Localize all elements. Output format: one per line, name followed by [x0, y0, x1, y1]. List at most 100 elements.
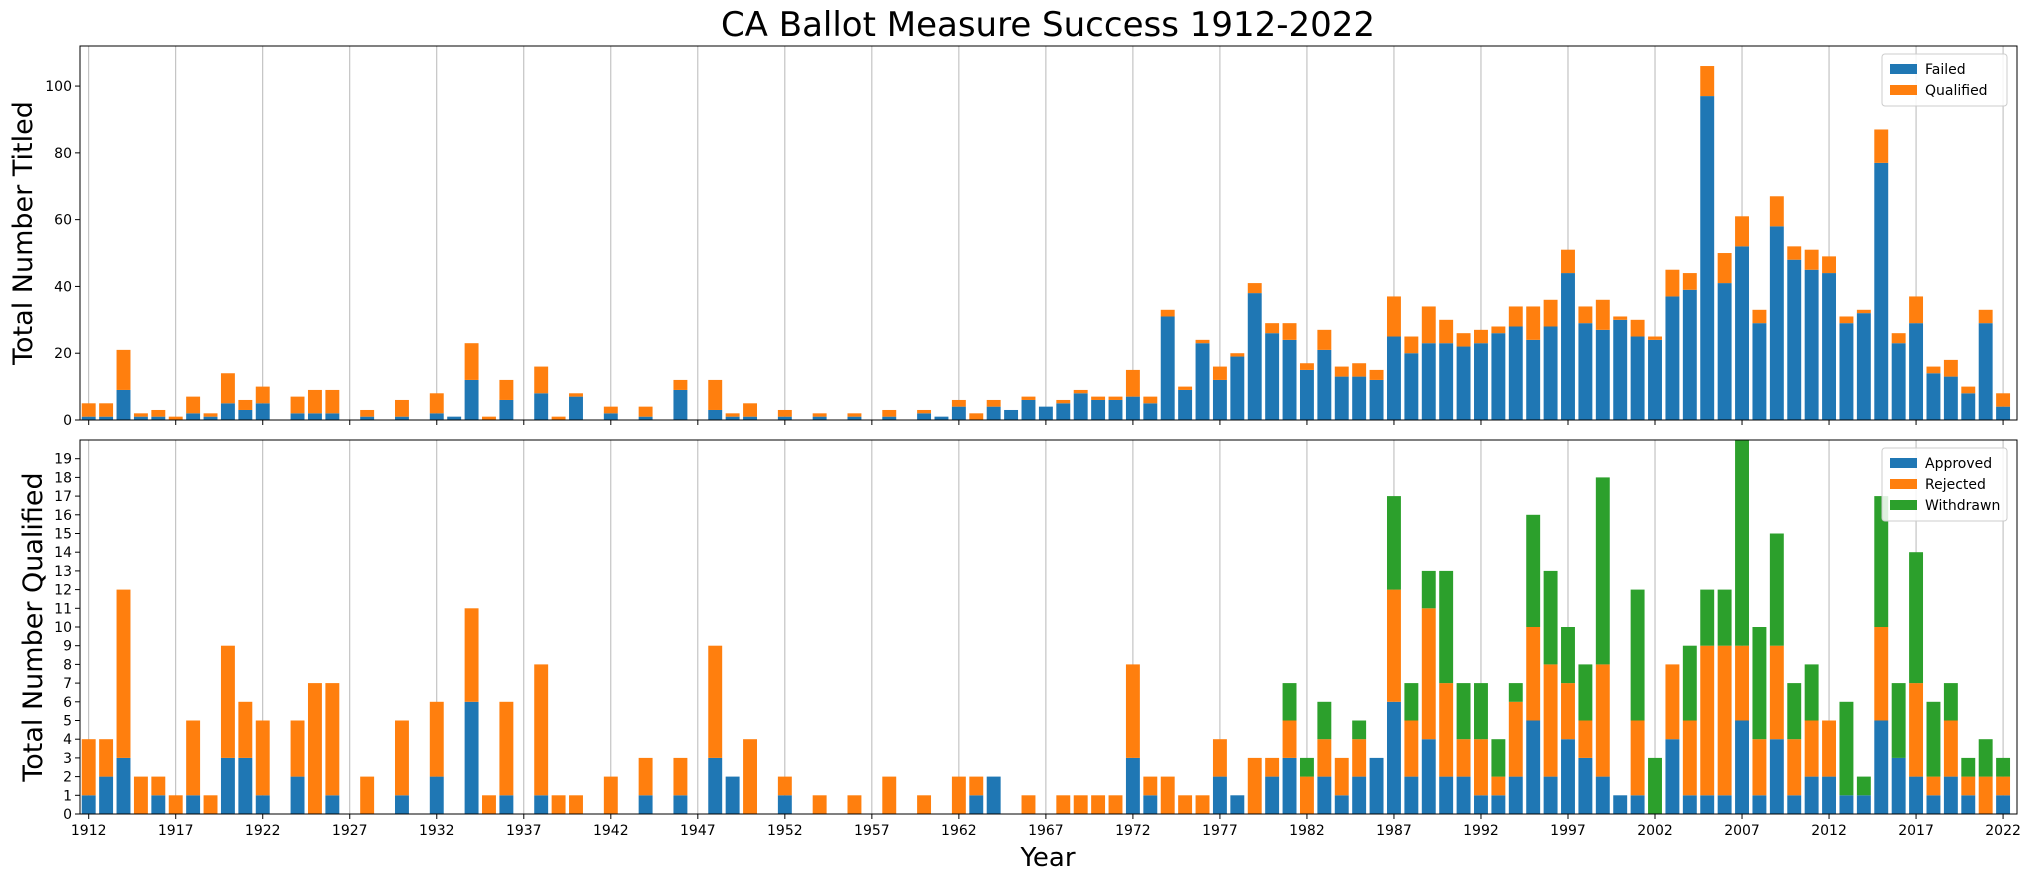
- bar-failed: [1508, 326, 1523, 420]
- bar-qualified: [151, 409, 166, 417]
- bar-failed: [81, 416, 96, 420]
- bar-failed: [1978, 323, 1993, 420]
- y-tick-label: 10: [54, 620, 72, 636]
- bar-failed: [1561, 273, 1575, 420]
- bar-qualified: [395, 399, 409, 417]
- bar-qualified: [238, 399, 253, 410]
- bar-rejected: [1108, 795, 1123, 814]
- bar-rejected: [638, 757, 653, 796]
- bar-qualified: [81, 403, 96, 417]
- bar-failed: [1856, 313, 1871, 420]
- x-tick-label: 1967: [1028, 823, 1064, 839]
- bar-rejected: [1561, 683, 1575, 740]
- bar-qualified: [708, 379, 723, 410]
- x-tick-label: 1972: [1115, 823, 1151, 839]
- bar-qualified: [1491, 326, 1506, 334]
- bar-approved: [1439, 776, 1454, 814]
- bar-approved: [1752, 795, 1767, 814]
- bar-failed: [708, 409, 723, 420]
- bar-rejected: [290, 720, 305, 777]
- bar-rejected: [220, 645, 235, 758]
- bar-approved: [1839, 795, 1854, 814]
- bar-approved: [1404, 776, 1419, 814]
- bar-failed: [1439, 343, 1454, 420]
- legend: Approved Rejected Withdrawn: [1881, 447, 2008, 522]
- top-panel-titled: 0 20 40 60 80 100 Total Number Titled Failed Qua…: [8, 45, 2018, 429]
- bar-failed: [812, 416, 827, 420]
- bar-approved: [116, 757, 131, 814]
- bar-withdrawn: [1926, 701, 1941, 777]
- bar-rejected: [603, 776, 618, 814]
- bar-approved: [1352, 776, 1367, 814]
- bar-withdrawn: [1717, 589, 1732, 646]
- bar-qualified: [1143, 396, 1158, 404]
- y-tick-label: 40: [54, 279, 72, 295]
- bar-qualified: [882, 409, 897, 417]
- bar-failed: [1682, 289, 1697, 420]
- bar-rejected: [429, 701, 444, 777]
- bar-approved: [499, 795, 514, 814]
- bar-approved: [1386, 701, 1401, 814]
- bar-qualified: [1282, 323, 1297, 340]
- bar-approved: [1421, 739, 1436, 814]
- bar-failed: [1961, 393, 1976, 420]
- bar-qualified: [1247, 283, 1262, 294]
- bar-approved: [1578, 757, 1593, 814]
- bar-withdrawn: [1595, 477, 1610, 665]
- bar-withdrawn: [1787, 683, 1802, 740]
- bar-rejected: [1630, 720, 1645, 796]
- bar-qualified: [1682, 273, 1697, 290]
- x-tick-label: 2002: [1637, 823, 1673, 839]
- bar-failed: [917, 413, 932, 420]
- legend-swatch: [1890, 458, 1917, 468]
- bar-qualified: [1508, 306, 1523, 327]
- bar-approved: [1317, 776, 1332, 814]
- bar-withdrawn: [1909, 552, 1924, 684]
- bar-withdrawn: [1996, 757, 2011, 777]
- bar-failed: [1943, 376, 1958, 420]
- bar-rejected: [743, 739, 757, 814]
- bar-approved: [969, 795, 984, 814]
- bar-qualified: [1317, 329, 1332, 350]
- bar-qualified: [725, 413, 740, 417]
- legend-swatch: [1890, 64, 1917, 74]
- bar-failed: [1247, 293, 1262, 420]
- bar-approved: [1926, 795, 1941, 814]
- bar-rejected: [1508, 701, 1523, 777]
- bar-withdrawn: [1421, 570, 1436, 609]
- bar-rejected: [1421, 608, 1436, 740]
- bar-approved: [1125, 757, 1140, 814]
- bar-rejected: [917, 795, 932, 814]
- bar-failed: [1178, 389, 1193, 420]
- bar-rejected: [1317, 739, 1332, 777]
- bar-failed: [743, 416, 757, 420]
- bar-failed: [1108, 399, 1123, 420]
- bar-qualified: [1265, 323, 1280, 334]
- bar-qualified: [1543, 299, 1558, 327]
- bar-approved: [1769, 739, 1784, 814]
- bar-qualified: [1926, 366, 1941, 374]
- bar-approved: [1804, 776, 1819, 814]
- bar-failed: [882, 416, 897, 420]
- bar-qualified: [429, 393, 444, 414]
- bar-rejected: [1717, 645, 1732, 796]
- bar-rejected: [133, 776, 148, 814]
- bar-qualified: [1561, 249, 1575, 274]
- bar-qualified: [360, 409, 375, 417]
- bar-withdrawn: [1700, 589, 1715, 646]
- x-tick-label: 2012: [1811, 823, 1847, 839]
- bar-rejected: [1996, 776, 2011, 796]
- bar-failed: [1700, 96, 1715, 420]
- x-tick-label: 1957: [854, 823, 890, 839]
- bar-approved: [1508, 776, 1523, 814]
- bar-withdrawn: [1978, 739, 1993, 777]
- bar-approved: [81, 795, 96, 814]
- bar-approved: [1996, 795, 2011, 814]
- bar-withdrawn: [1386, 496, 1401, 590]
- bar-qualified: [569, 393, 583, 397]
- bar-approved: [1961, 795, 1976, 814]
- x-tick-label: 2007: [1724, 823, 1760, 839]
- bar-rejected: [1926, 776, 1941, 796]
- bar-approved: [1595, 776, 1610, 814]
